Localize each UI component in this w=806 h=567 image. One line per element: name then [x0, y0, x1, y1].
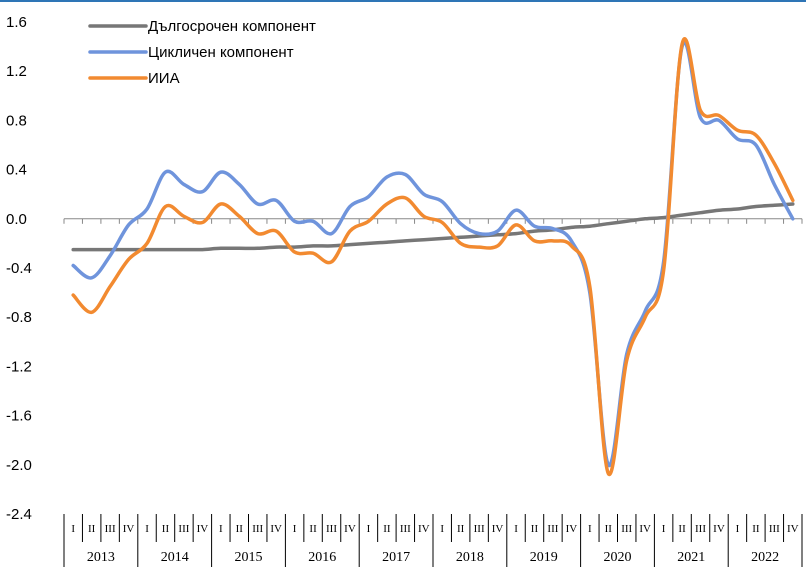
year-label: 2019 [530, 550, 558, 565]
quarter-label: IV [492, 523, 504, 535]
year-label: 2013 [87, 550, 115, 565]
y-tick-label: -1.2 [6, 358, 32, 375]
year-label: 2022 [751, 550, 779, 565]
series-line-2 [71, 37, 795, 477]
quarter-label: I [514, 523, 518, 535]
quarter-label: IV [566, 523, 578, 535]
quarter-label: II [605, 523, 613, 535]
quarter-label: II [678, 523, 686, 535]
y-tick-label: -2.4 [6, 506, 32, 523]
x-axis: I II III IV I II III IV I II III IV I II III IV I II III IV… [63, 218, 803, 567]
legend-label: Дългосрочен компонент [148, 18, 316, 35]
y-tick-label: 0.8 [6, 112, 27, 129]
series-line-1 [71, 40, 795, 468]
quarter-label: III [695, 523, 706, 535]
series-line-0 [71, 202, 795, 252]
y-tick-label: 0.4 [6, 162, 27, 179]
quarter-label: II [236, 523, 244, 535]
quarter-label: I [440, 523, 444, 535]
quarter-label: II [309, 523, 317, 535]
quarter-label: IV [270, 523, 282, 535]
y-tick-label: -2.0 [6, 457, 32, 474]
y-tick-label: -0.8 [6, 309, 32, 326]
quarter-label: II [457, 523, 465, 535]
quarter-label: IV [197, 523, 209, 535]
year-label: 2016 [308, 550, 336, 565]
quarter-label: I [736, 523, 740, 535]
quarter-label: II [531, 523, 539, 535]
year-label: 2020 [604, 550, 632, 565]
quarter-label: IV [713, 523, 725, 535]
quarter-label: IV [639, 523, 651, 535]
quarter-label: III [326, 523, 337, 535]
y-tick-label: 0.0 [6, 211, 27, 228]
year-label: 2017 [382, 550, 410, 565]
quarter-label: IV [123, 523, 135, 535]
quarter-label: III [400, 523, 411, 535]
quarter-label: II [88, 523, 96, 535]
legend: Дългосрочен компонент Цикличен компонент И… [88, 18, 316, 87]
quarter-label: I [71, 523, 75, 535]
quarter-label: III [252, 523, 263, 535]
quarter-label: III [769, 523, 780, 535]
legend-label: Цикличен компонент [148, 44, 294, 61]
quarter-label: II [383, 523, 391, 535]
year-label: 2014 [161, 550, 189, 565]
y-tick-label: -0.4 [6, 260, 32, 277]
year-label: 2015 [235, 550, 263, 565]
quarter-label: I [662, 523, 666, 535]
quarter-label: III [105, 523, 116, 535]
quarter-label: I [219, 523, 223, 535]
series-layer [71, 37, 795, 477]
top-border [0, 0, 806, 2]
quarter-label: III [178, 523, 189, 535]
quarter-label: IV [418, 523, 430, 535]
quarter-label: III [474, 523, 485, 535]
y-tick-label: 1.2 [6, 63, 27, 80]
y-axis: 1.6 1.2 0.8 0.4 0.0 -0.4 -0.8 -1.2 -1.6 -2.0 -2.4 [6, 14, 32, 523]
quarter-label: II [752, 523, 760, 535]
year-label: 2021 [677, 550, 705, 565]
y-tick-label: -1.6 [6, 408, 32, 425]
legend-label: ИИА [148, 70, 180, 87]
quarter-label: I [145, 523, 149, 535]
quarter-label: III [621, 523, 632, 535]
y-tick-label: 1.6 [6, 14, 27, 31]
quarter-label: III [547, 523, 558, 535]
quarter-label: II [162, 523, 170, 535]
quarter-label: I [293, 523, 297, 535]
quarter-label: I [588, 523, 592, 535]
quarter-label: IV [787, 523, 799, 535]
year-label: 2018 [456, 550, 484, 565]
quarter-label: I [367, 523, 371, 535]
quarter-label: IV [344, 523, 356, 535]
